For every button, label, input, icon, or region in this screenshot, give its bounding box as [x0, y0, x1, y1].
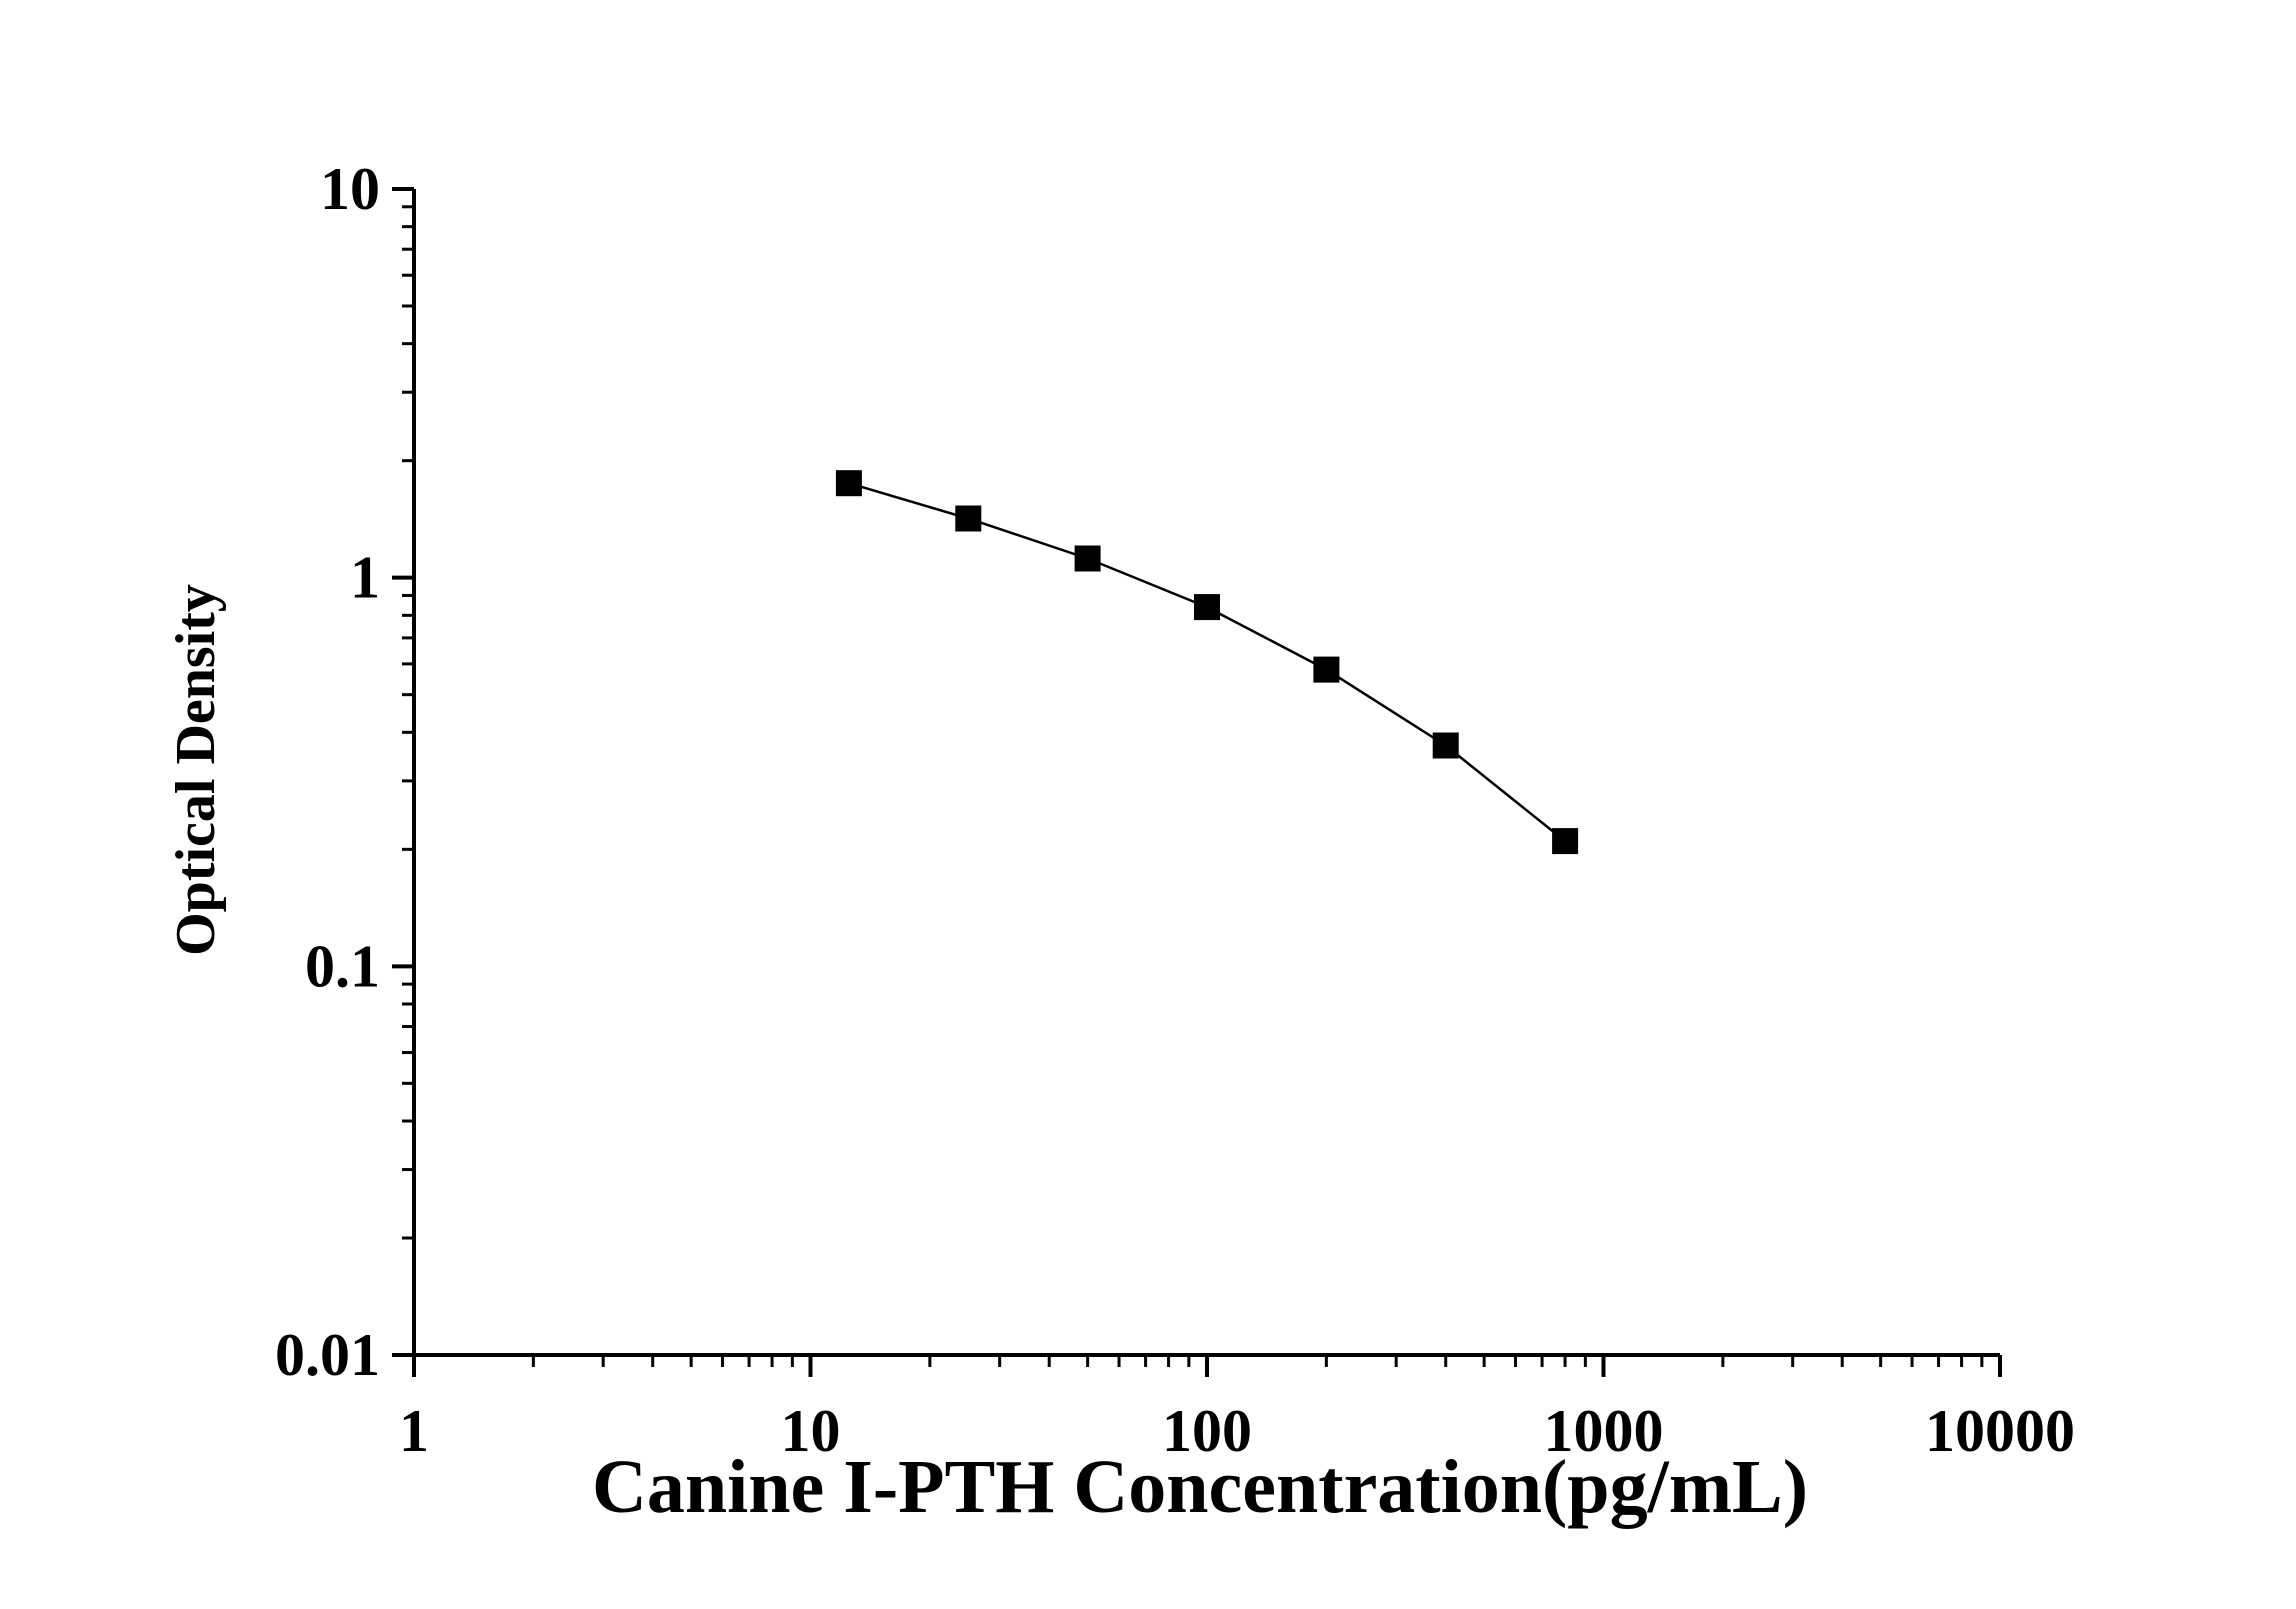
x-tick-label: 100: [1162, 1398, 1252, 1464]
data-point: [1552, 828, 1579, 855]
data-point: [1313, 656, 1340, 683]
y-tick-label: 1: [350, 545, 380, 611]
data-point: [1194, 594, 1220, 621]
series-line: [848, 482, 1566, 843]
y-tick-label: 0.1: [305, 933, 380, 999]
x-tick-label: 10: [781, 1398, 841, 1464]
axes: [412, 189, 2000, 1357]
data-point: [1074, 545, 1101, 572]
y-tick-label: 10: [320, 156, 380, 222]
data-point: [1432, 732, 1459, 759]
y-tick-label: 0.01: [275, 1322, 380, 1388]
x-tick-label: 1: [399, 1398, 429, 1464]
x-tick-label: 1000: [1544, 1398, 1664, 1464]
x-tick-label: 10000: [1925, 1398, 2075, 1464]
x-axis-title: Canine I-PTH Concentration(pg/mL): [592, 1445, 1808, 1529]
data-point: [955, 505, 982, 532]
series: [835, 470, 1579, 855]
y-axis-title: Optical Density: [165, 584, 227, 956]
ticks: 1 10 100 1000 10000 0.01 0.1 1 10: [275, 156, 2075, 1464]
data-point: [835, 470, 862, 497]
